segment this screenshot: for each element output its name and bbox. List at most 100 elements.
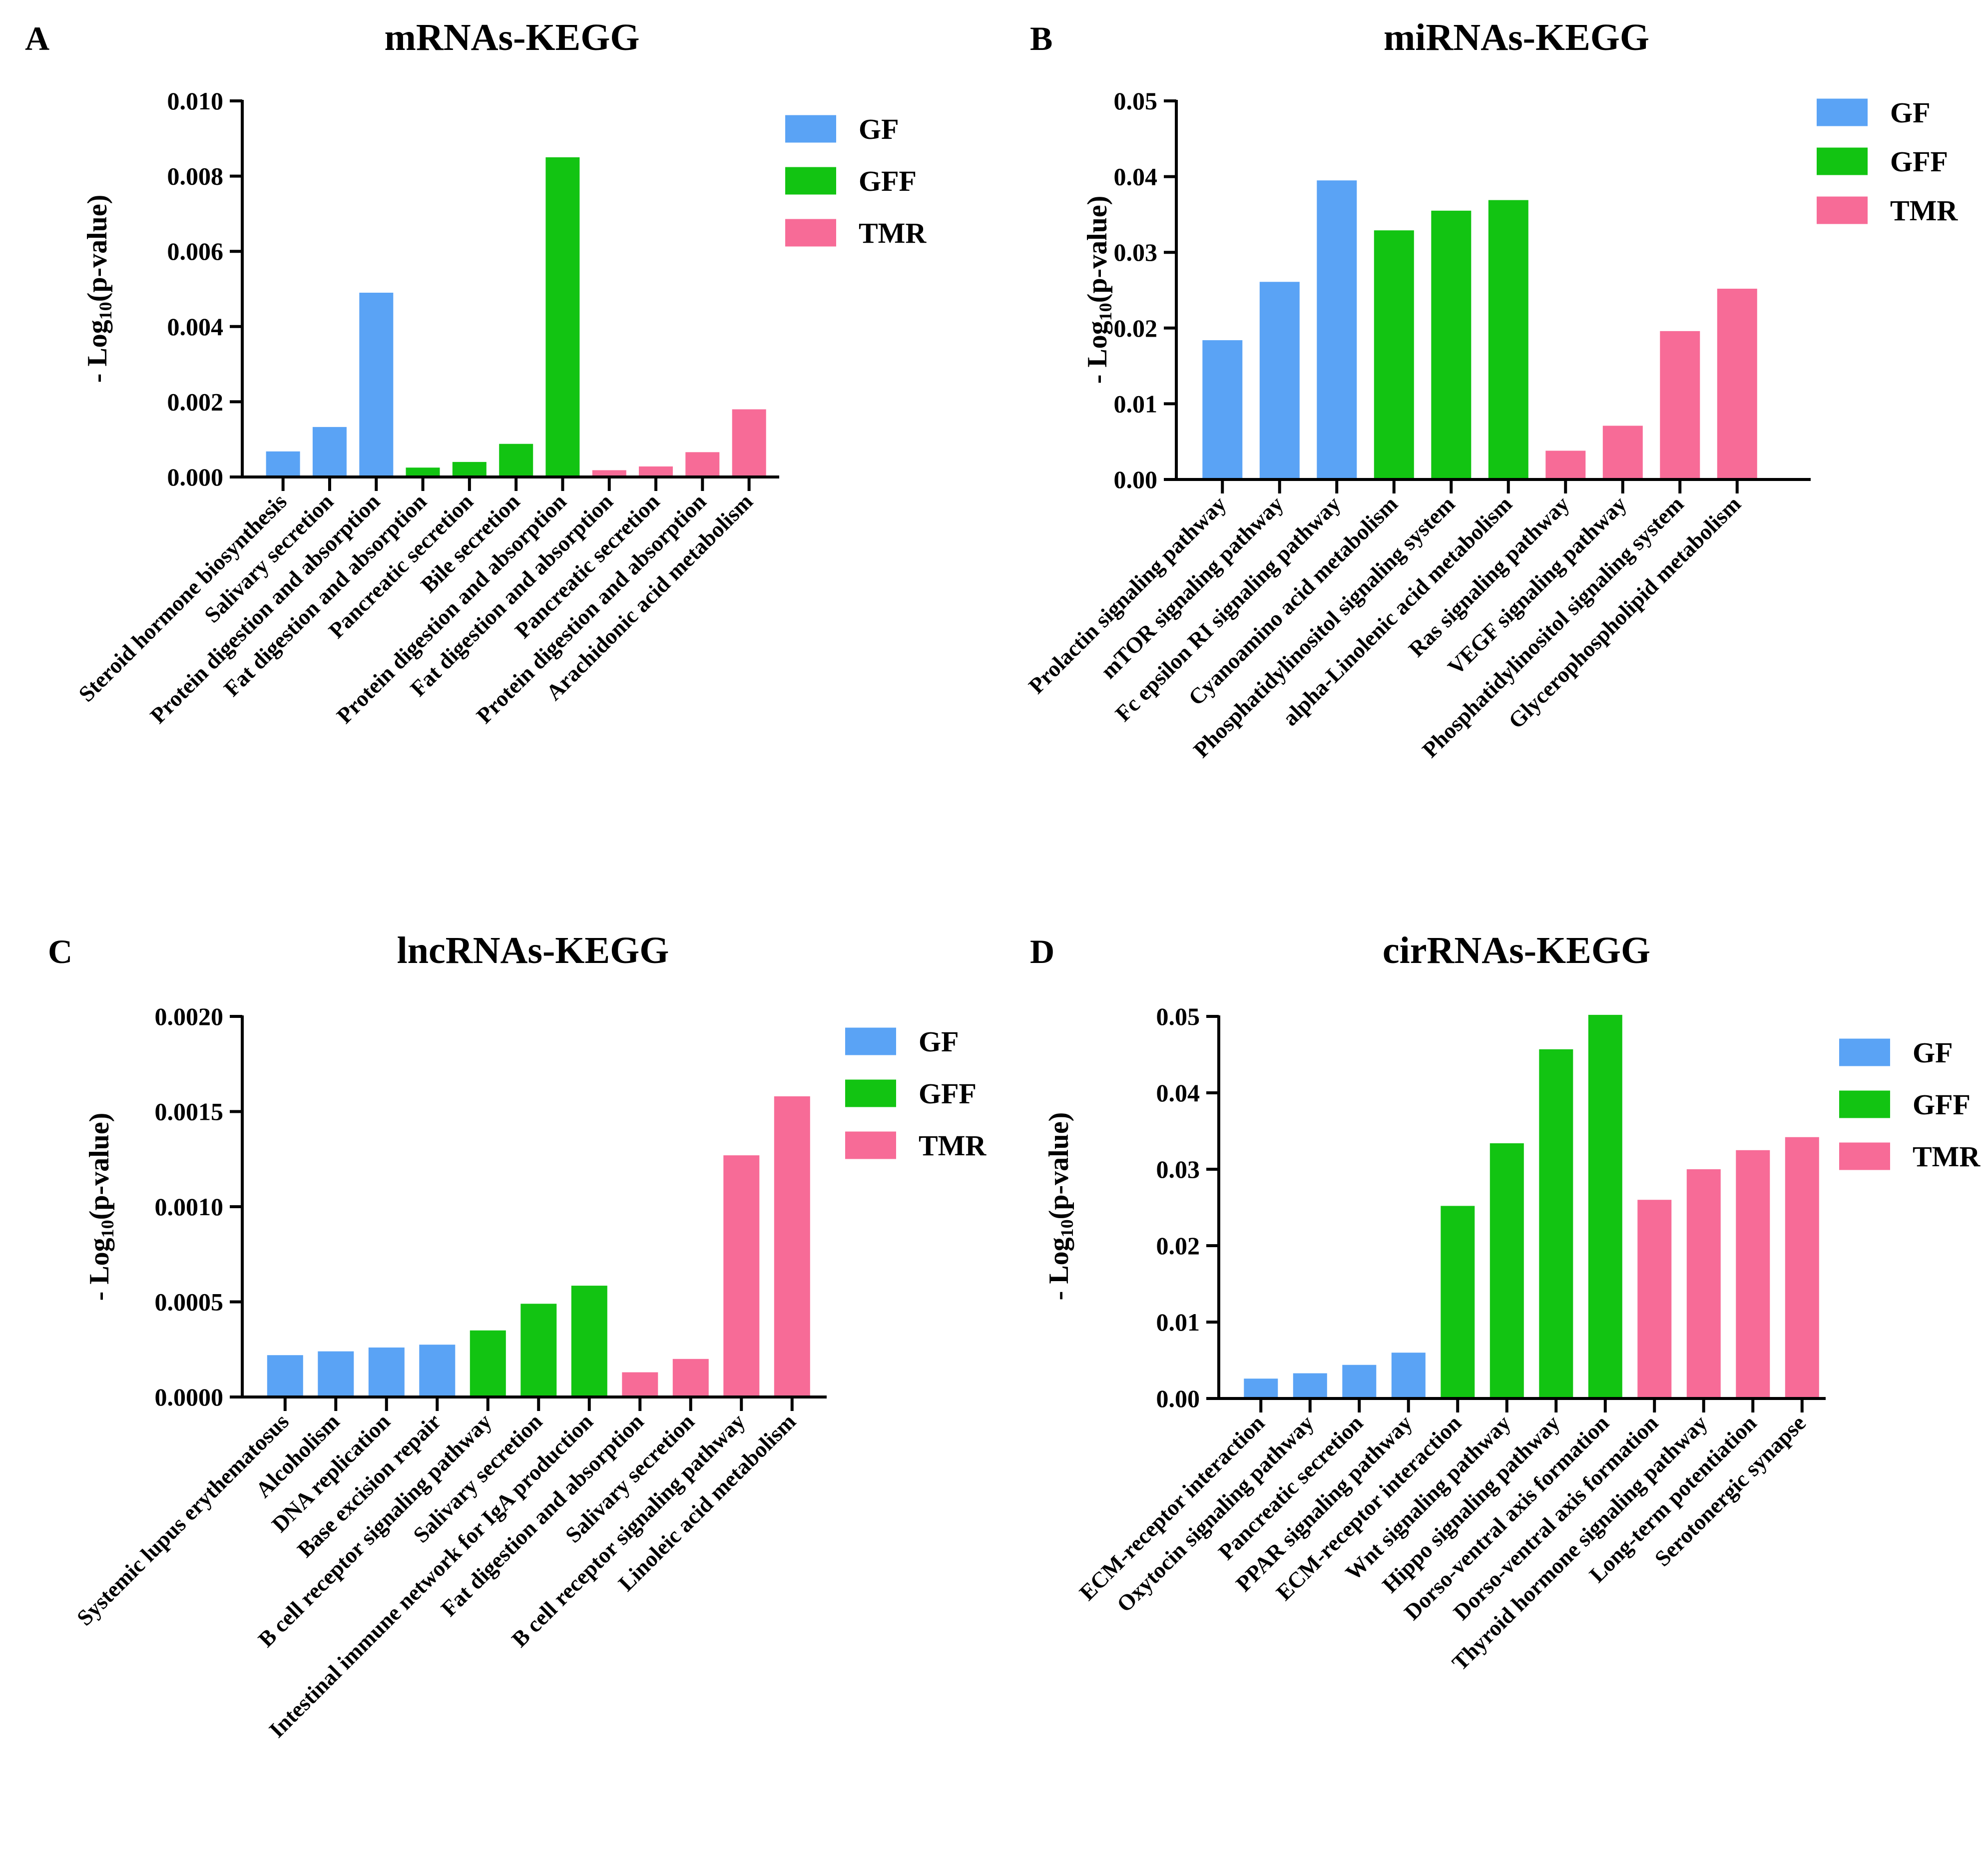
legend-swatch-gf xyxy=(785,115,836,143)
bar xyxy=(520,1304,557,1397)
y-tick-label: 0.05 xyxy=(1114,87,1158,115)
legend-swatch-tmr xyxy=(785,219,836,247)
chart-title: cirRNAs-KEGG xyxy=(1383,930,1650,971)
legend-label-gff: GFF xyxy=(1890,145,1948,178)
legend-label-tmr: TMR xyxy=(859,217,927,249)
bar xyxy=(1785,1137,1819,1398)
y-tick-label: 0.000 xyxy=(167,463,224,491)
legend-swatch-gff xyxy=(785,167,836,195)
legend-swatch-gf xyxy=(845,1027,896,1055)
legend-label-gf: GF xyxy=(859,113,899,145)
legend-label-gf: GF xyxy=(1890,96,1931,129)
legend-swatch-gf xyxy=(1839,1038,1890,1066)
bar xyxy=(1588,1014,1622,1398)
bar xyxy=(1244,1379,1278,1398)
bar xyxy=(622,1372,658,1397)
y-tick-label: 0.006 xyxy=(167,237,224,265)
bar xyxy=(1374,230,1414,479)
legend-swatch-gff xyxy=(845,1079,896,1107)
panel-letter: D xyxy=(1030,932,1054,970)
y-tick-label: 0.02 xyxy=(1114,314,1158,342)
bar xyxy=(1539,1049,1573,1398)
y-tick-label: 0.008 xyxy=(167,162,224,190)
bar xyxy=(1736,1150,1770,1399)
y-tick-label: 0.010 xyxy=(167,87,224,115)
bar xyxy=(1660,331,1700,479)
y-tick-label: 0.0020 xyxy=(155,1002,224,1030)
bar xyxy=(312,427,347,477)
panel-letter: A xyxy=(25,19,49,57)
legend-label-tmr: TMR xyxy=(1913,1140,1981,1173)
bar xyxy=(1717,289,1757,479)
bar xyxy=(723,1155,760,1397)
bar xyxy=(1259,282,1300,479)
bar xyxy=(1637,1200,1672,1398)
bar xyxy=(1202,340,1243,479)
bar xyxy=(1431,210,1472,479)
y-tick-label: 0.0000 xyxy=(155,1383,224,1411)
legend-label-gff: GFF xyxy=(919,1077,977,1110)
bar xyxy=(1317,180,1357,479)
y-axis-label: - Log10(p-value) xyxy=(82,195,115,383)
y-tick-label: 0.02 xyxy=(1156,1232,1200,1260)
bar xyxy=(732,409,766,477)
x-category-label: Systemic lupus erythematosus xyxy=(72,1409,294,1631)
x-category-label: Cyanoamino acid metabolism xyxy=(1183,491,1402,710)
bar xyxy=(318,1351,354,1397)
legend-label-gff: GFF xyxy=(859,165,917,197)
bar xyxy=(1686,1169,1721,1398)
bar xyxy=(545,157,580,477)
bar xyxy=(368,1347,405,1397)
bar xyxy=(267,1355,303,1397)
legend-swatch-tmr xyxy=(1817,196,1868,224)
legend-label-tmr: TMR xyxy=(1890,194,1958,227)
bar xyxy=(499,444,533,477)
y-axis-label: - Log10(p-value) xyxy=(1082,196,1115,384)
legend-label-gf: GF xyxy=(1913,1036,1953,1069)
bar xyxy=(1545,451,1586,479)
bar xyxy=(470,1330,506,1397)
y-axis-label: - Log10(p-value) xyxy=(84,1113,117,1301)
y-tick-label: 0.0010 xyxy=(155,1193,224,1221)
panel-letter: B xyxy=(1030,19,1052,57)
legend-swatch-tmr xyxy=(1839,1142,1890,1170)
bar xyxy=(672,1359,709,1397)
y-tick-label: 0.03 xyxy=(1114,238,1158,266)
legend-swatch-tmr xyxy=(845,1131,896,1159)
y-tick-label: 0.03 xyxy=(1156,1155,1200,1183)
y-axis-label: - Log10(p-value) xyxy=(1043,1112,1077,1301)
y-tick-label: 0.0015 xyxy=(155,1098,224,1126)
bar xyxy=(359,293,394,477)
chart-title: lncRNAs-KEGG xyxy=(397,930,669,971)
bar xyxy=(1441,1206,1475,1398)
bar xyxy=(266,451,300,477)
bar xyxy=(1391,1353,1426,1398)
bar xyxy=(452,462,487,477)
legend-swatch-gff xyxy=(1817,147,1868,175)
y-tick-label: 0.04 xyxy=(1156,1079,1200,1107)
bar xyxy=(571,1286,607,1397)
y-tick-label: 0.01 xyxy=(1156,1308,1200,1336)
legend-swatch-gf xyxy=(1817,98,1868,126)
y-tick-label: 0.05 xyxy=(1156,1002,1200,1030)
y-tick-label: 0.04 xyxy=(1114,163,1158,191)
chart-title: miRNAs-KEGG xyxy=(1384,16,1649,58)
y-tick-label: 0.00 xyxy=(1156,1385,1200,1412)
legend-label-gf: GF xyxy=(919,1025,959,1058)
bar xyxy=(419,1345,456,1397)
y-tick-label: 0.00 xyxy=(1114,466,1158,493)
bar xyxy=(774,1096,810,1397)
chart-title: mRNAs-KEGG xyxy=(385,16,640,58)
bar xyxy=(685,452,720,477)
bar xyxy=(639,466,673,477)
y-tick-label: 0.002 xyxy=(167,388,224,416)
bar xyxy=(592,470,626,477)
legend-label-tmr: TMR xyxy=(919,1129,987,1162)
y-tick-label: 0.0005 xyxy=(155,1288,224,1316)
bar xyxy=(1293,1373,1327,1398)
bar xyxy=(1602,426,1643,479)
